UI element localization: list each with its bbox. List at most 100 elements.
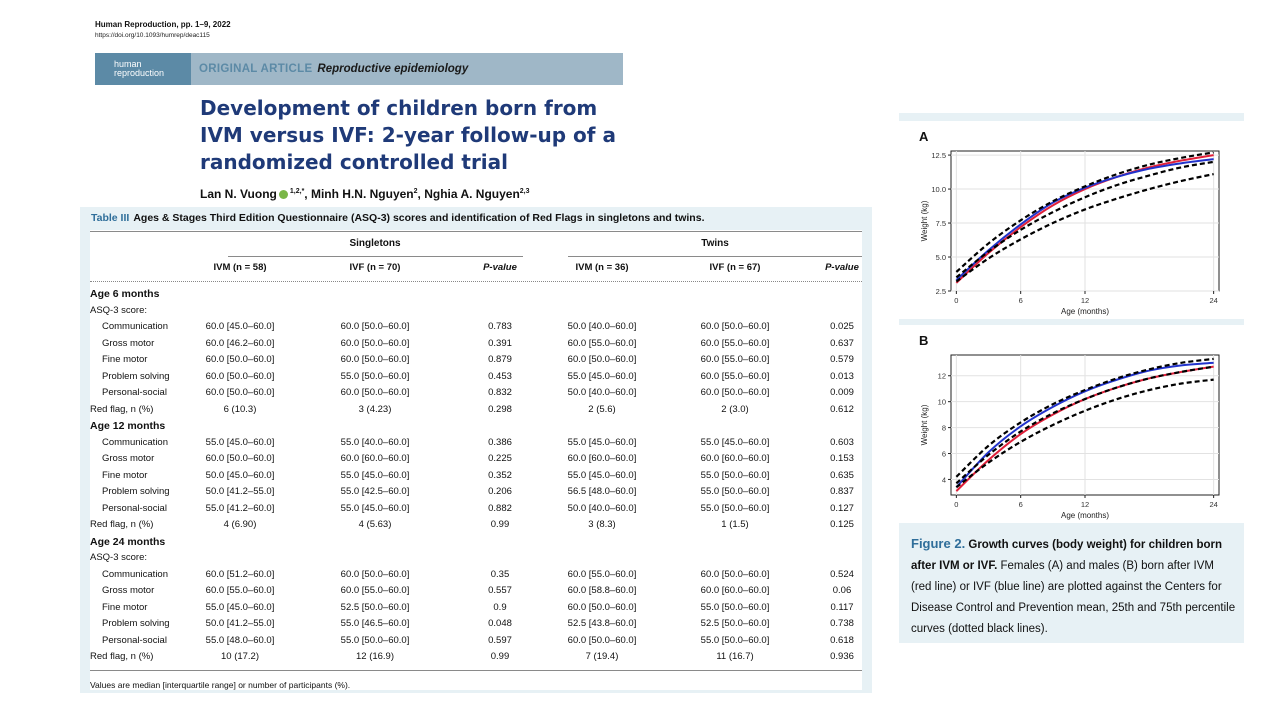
table-cell: 55.0 [42.5–60.0] [340,486,410,497]
table-cell: 0.879 [488,354,512,365]
red-flag-label: Red flag, n (%) [90,519,154,530]
row-label: Gross motor [102,453,155,464]
red-flag-cell: 3 (4.23) [358,403,392,415]
row-label: Communication [102,321,168,332]
table-cell: 0.35 [490,568,510,580]
red-flag-cell: 0.936 [830,651,854,662]
red-flag-cell: 1 (1.5) [721,519,749,530]
row-label: Problem solving [102,370,170,382]
tick-label-y: 4 [942,475,946,484]
red-flag-cell: 7 (19.4) [585,651,619,662]
table-cell: 60.0 [50.0–60.0] [205,453,275,464]
table-cell: 55.0 [41.2–60.0] [205,502,275,514]
red-flag-cell: 10 (17.2) [220,651,260,662]
table-cell: 52.5 [50.0–60.0] [700,618,770,629]
y-axis-label: Weight (kg) [920,404,929,445]
red-flag-cell: 4 (5.63) [358,519,392,530]
author-affil-2: 2 [413,188,418,195]
table-rule [90,281,862,282]
article-section: Reproductive epidemiology [317,63,469,75]
table-cell: 55.0 [50.0–60.0] [340,634,410,646]
table-cell: 60.0 [50.0–60.0] [340,354,410,365]
red-flag-cell: 4 (6.90) [223,519,257,530]
table-cell: 60.0 [55.0–60.0] [700,337,770,349]
table-rule [90,669,862,671]
table-cell: 0.06 [832,585,852,596]
tick-label-y: 6 [942,450,946,459]
table-cell: 60.0 [50.0–60.0] [340,321,410,332]
tick-label-x: 0 [954,296,958,305]
column-header: P-value [825,262,859,273]
table-cell: 55.0 [45.0–60.0] [567,370,637,382]
row-label: Fine motor [102,354,148,365]
table-cell: 0.009 [830,387,854,398]
table-cell: 60.0 [45.0–60.0] [205,321,275,332]
red-flag-cell: 2 (3.0) [721,403,749,415]
column-header: IVM (n = 36) [575,262,629,273]
table-cell: 55.0 [46.5–60.0] [340,618,410,629]
table-cell: 0.637 [830,337,854,349]
author-first: Lan N. Vuong [200,187,277,201]
group-rule-singletons [228,256,523,257]
table-cell: 60.0 [55.0–60.0] [700,354,770,365]
table-cell: 55.0 [45.0–60.0] [567,469,637,481]
red-flag-cell: 0.99 [490,651,510,662]
table-cell: 60.0 [46.2–60.0] [205,337,275,349]
table-cell: 0.9 [493,601,507,613]
row-label: Personal-social [102,634,167,646]
tick-label-x: 24 [1209,296,1217,305]
tick-label-y: 12.5 [931,151,946,160]
table-cell: 0.225 [488,453,512,464]
tick-label-y: 10 [938,398,946,407]
author-affil-3: 2,3 [519,188,530,195]
age-section-heading: Age 24 months [90,535,166,548]
row-label: Problem solving [102,618,170,629]
table-cell: 0.025 [830,321,854,332]
table-cell: 60.0 [50.0–60.0] [205,370,275,382]
tick-label-x: 24 [1209,500,1217,509]
red-flag-cell: 0.125 [830,519,854,530]
table-cell: 0.738 [830,618,854,629]
column-header: IVF (n = 67) [709,262,761,273]
orcid-icon[interactable] [278,190,288,200]
figure-number: Figure 2. [911,536,966,551]
figure-panel: A 2.5 5.0 7.5 10.0 12.5 0 6 12 24 Age (months) Weig… [899,113,1244,643]
row-label: Problem solving [102,486,170,497]
author-third: , Nghia A. Nguyen [417,187,520,201]
group-rule-twins [568,256,862,257]
table-cell: 60.0 [51.2–60.0] [205,568,275,580]
red-flag-cell: 0.298 [488,403,512,415]
table-cell: 60.0 [50.0–60.0] [567,601,637,613]
red-flag-cell: 0.612 [830,403,854,415]
row-label: Communication [102,436,168,448]
growth-chart-males: B 4 6 8 10 12 0 6 12 24 Age (months) Weight (kg) [899,325,1244,523]
table-cell: 60.0 [50.0–60.0] [340,568,410,580]
panel-label: A [919,129,929,144]
series-line-cdc-25th [955,173,1214,283]
red-flag-cell: 12 (16.9) [355,651,395,662]
tick-label-y: 12 [938,372,946,381]
table-cell: 0.618 [830,634,854,646]
author-list: Lan N. Vuong 1,2,*, Minh H.N. Nguyen2, Ng… [200,187,630,207]
table-cell: 0.013 [830,370,854,382]
table-cell: 0.391 [488,337,512,349]
journal-doi[interactable]: https://doi.org/10.1093/humrep/deac115 [95,32,210,39]
age-section-heading: Age 12 months [90,420,166,432]
table-cell: 0.783 [488,321,512,332]
growth-chart-females: A 2.5 5.0 7.5 10.0 12.5 0 6 12 24 Age (months) Weig… [899,121,1244,319]
table-rule [90,231,862,232]
row-label: Personal-social [102,502,167,514]
table-cell: 56.5 [48.0–60.0] [567,486,637,497]
table-cell: 60.0 [50.0–60.0] [205,354,275,365]
journal-logo: human reproduction [95,53,191,85]
table-cell: 55.0 [40.0–60.0] [340,436,410,448]
journal-logo-line2: reproduction [114,68,165,78]
table-cell: 55.0 [45.0–60.0] [567,436,637,448]
y-axis-label: Weight (kg) [920,200,929,241]
row-label: Personal-social [102,387,167,398]
tick-label-y: 5.0 [936,253,946,262]
row-label: Gross motor [102,585,155,596]
series-line-cdc-75th [955,151,1214,273]
asq-score-label: ASQ-3 score: [90,304,148,316]
author-affil-1: 1,2,* [289,188,305,195]
